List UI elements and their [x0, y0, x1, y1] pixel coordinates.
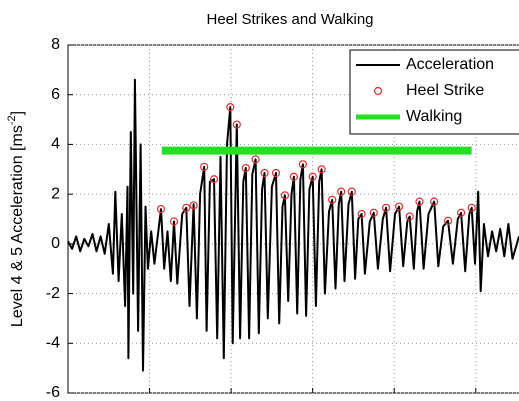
legend-label: Heel Strike	[406, 82, 484, 99]
y-tick-label: 6	[51, 86, 60, 103]
y-tick-label: -6	[46, 384, 60, 401]
heel-strike-marker	[169, 217, 179, 226]
legend-label: Walking	[406, 108, 462, 125]
legend-marker	[373, 86, 383, 96]
heel-strike-marker	[317, 165, 326, 174]
y-tick-label: 2	[51, 185, 60, 202]
heel-strike-marker	[298, 160, 307, 169]
heel-strike-marker	[415, 197, 424, 206]
heel-strike-marker	[347, 187, 356, 196]
y-label-suffix: ]	[9, 111, 26, 115]
legend: Acceleration Heel Strike Walking	[349, 49, 519, 135]
heel-strike-marker	[241, 163, 250, 173]
heel-strike-marker	[395, 202, 404, 211]
heel-strike-marker	[337, 187, 346, 196]
acceleration-line	[67, 78, 519, 372]
y-tick-label: 8	[51, 36, 60, 53]
y-axis-label: Level 4 & 5 Acceleration [ms-2]	[6, 111, 26, 327]
y-label-text: Level 4 & 5 Acceleration [ms	[9, 125, 26, 327]
heel-strike-marker	[260, 168, 269, 178]
y-tick-label: -4	[46, 335, 60, 352]
heel-strike-marker	[369, 208, 378, 217]
heel-strike-marker	[189, 201, 198, 210]
heel-strike-marker	[357, 209, 366, 219]
heel-strike-marker	[226, 103, 235, 112]
heel-strike-marker	[456, 208, 466, 217]
heel-strike-marker	[271, 168, 281, 178]
chart-title: Heel Strikes and Walking	[206, 11, 373, 28]
heel-strike-marker	[430, 197, 439, 206]
y-label-superscript: -2	[6, 115, 18, 125]
y-tick-label: 0	[51, 235, 60, 252]
heel-strike-marker	[251, 155, 260, 164]
heel-strike-marker	[200, 162, 209, 171]
heel-strike-marker	[308, 172, 317, 181]
heel-strike-marker	[280, 191, 290, 200]
heel-strike-marker	[443, 216, 453, 225]
y-tick-label: -2	[46, 285, 60, 302]
heel-strike-marker	[381, 203, 391, 212]
heel-strike-marker	[209, 175, 219, 184]
heel-strike-marker	[467, 203, 476, 212]
heel-strike-marker	[405, 212, 414, 221]
heel-strike-marker	[232, 120, 241, 129]
heel-strike-marker	[156, 204, 166, 214]
heel-strike-marker	[328, 195, 337, 204]
heel-strike-marker	[289, 172, 299, 181]
heel-strike-marker	[182, 203, 191, 212]
legend-label: Acceleration	[406, 56, 494, 73]
y-tick-label: 4	[51, 136, 60, 153]
